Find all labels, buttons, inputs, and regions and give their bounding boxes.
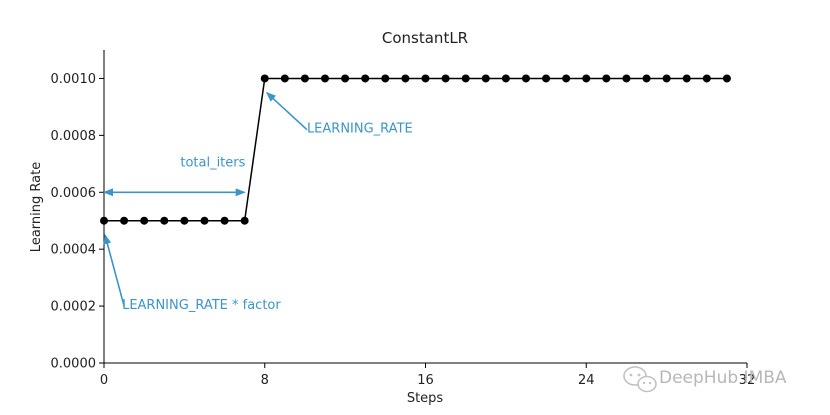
data-point (120, 216, 129, 225)
y-tick-label: 0.0006 (51, 186, 97, 201)
data-point (200, 216, 209, 225)
y-tick-label: 0.0010 (51, 72, 97, 87)
annotation-arrow (266, 92, 308, 131)
data-point (602, 74, 611, 83)
data-point (702, 74, 711, 83)
data-point (321, 74, 330, 83)
data-point (421, 74, 430, 83)
data-point (300, 74, 309, 83)
data-point (280, 74, 289, 83)
data-point (441, 74, 450, 83)
data-point (521, 74, 530, 83)
x-axis-title: Steps (407, 391, 444, 406)
data-point (481, 74, 490, 83)
data-point (722, 74, 731, 83)
x-tick-label: 8 (261, 373, 269, 388)
data-point (260, 74, 269, 83)
data-point (461, 74, 470, 83)
x-tick-label: 16 (417, 373, 434, 388)
annotation-label: LEARNING_RATE * factor (122, 298, 281, 313)
x-tick-label: 24 (578, 373, 595, 388)
data-point (501, 74, 510, 83)
annotation-label: total_iters (180, 156, 245, 171)
data-point (100, 216, 108, 225)
y-tick-label: 0.0004 (51, 243, 97, 258)
x-tick-label: 32 (739, 373, 756, 388)
data-point (140, 216, 149, 225)
data-point (381, 74, 390, 83)
data-point (562, 74, 571, 83)
annotation-arrow (103, 233, 125, 307)
chart-title: ConstantLR (382, 29, 468, 47)
x-axis-ticks: 0 8 16 24 32 (100, 363, 755, 388)
data-point (542, 74, 551, 83)
data-point (341, 74, 350, 83)
data-point (662, 74, 671, 83)
watermark-text: DeepHub IMBA (659, 368, 787, 388)
y-tick-label: 0.0008 (51, 129, 97, 144)
data-point (401, 74, 410, 83)
y-axis-ticks: 0.0000 0.0002 0.0004 0.0006 0.0008 0.0010 (51, 72, 104, 372)
wechat-icon (623, 366, 657, 393)
data-point (682, 74, 691, 83)
x-tick-label: 0 (100, 373, 108, 388)
data-point (361, 74, 370, 83)
watermark: DeepHub IMBA (623, 366, 787, 393)
y-tick-label: 0.0002 (51, 300, 97, 315)
y-axis-title: Learning Rate (29, 162, 44, 252)
data-point (180, 216, 189, 225)
y-tick-label: 0.0000 (51, 357, 97, 372)
annotations: total_iters LEARNING_RATE LEARNING_RATE * … (103, 92, 413, 313)
data-point (582, 74, 591, 83)
data-point (160, 216, 169, 225)
data-point (622, 74, 631, 83)
series-line (104, 77, 727, 222)
data-point (220, 216, 229, 225)
data-point (642, 74, 651, 83)
series-learning-rate (100, 74, 731, 225)
data-point (240, 216, 249, 225)
annotation-label: LEARNING_RATE (307, 122, 413, 137)
